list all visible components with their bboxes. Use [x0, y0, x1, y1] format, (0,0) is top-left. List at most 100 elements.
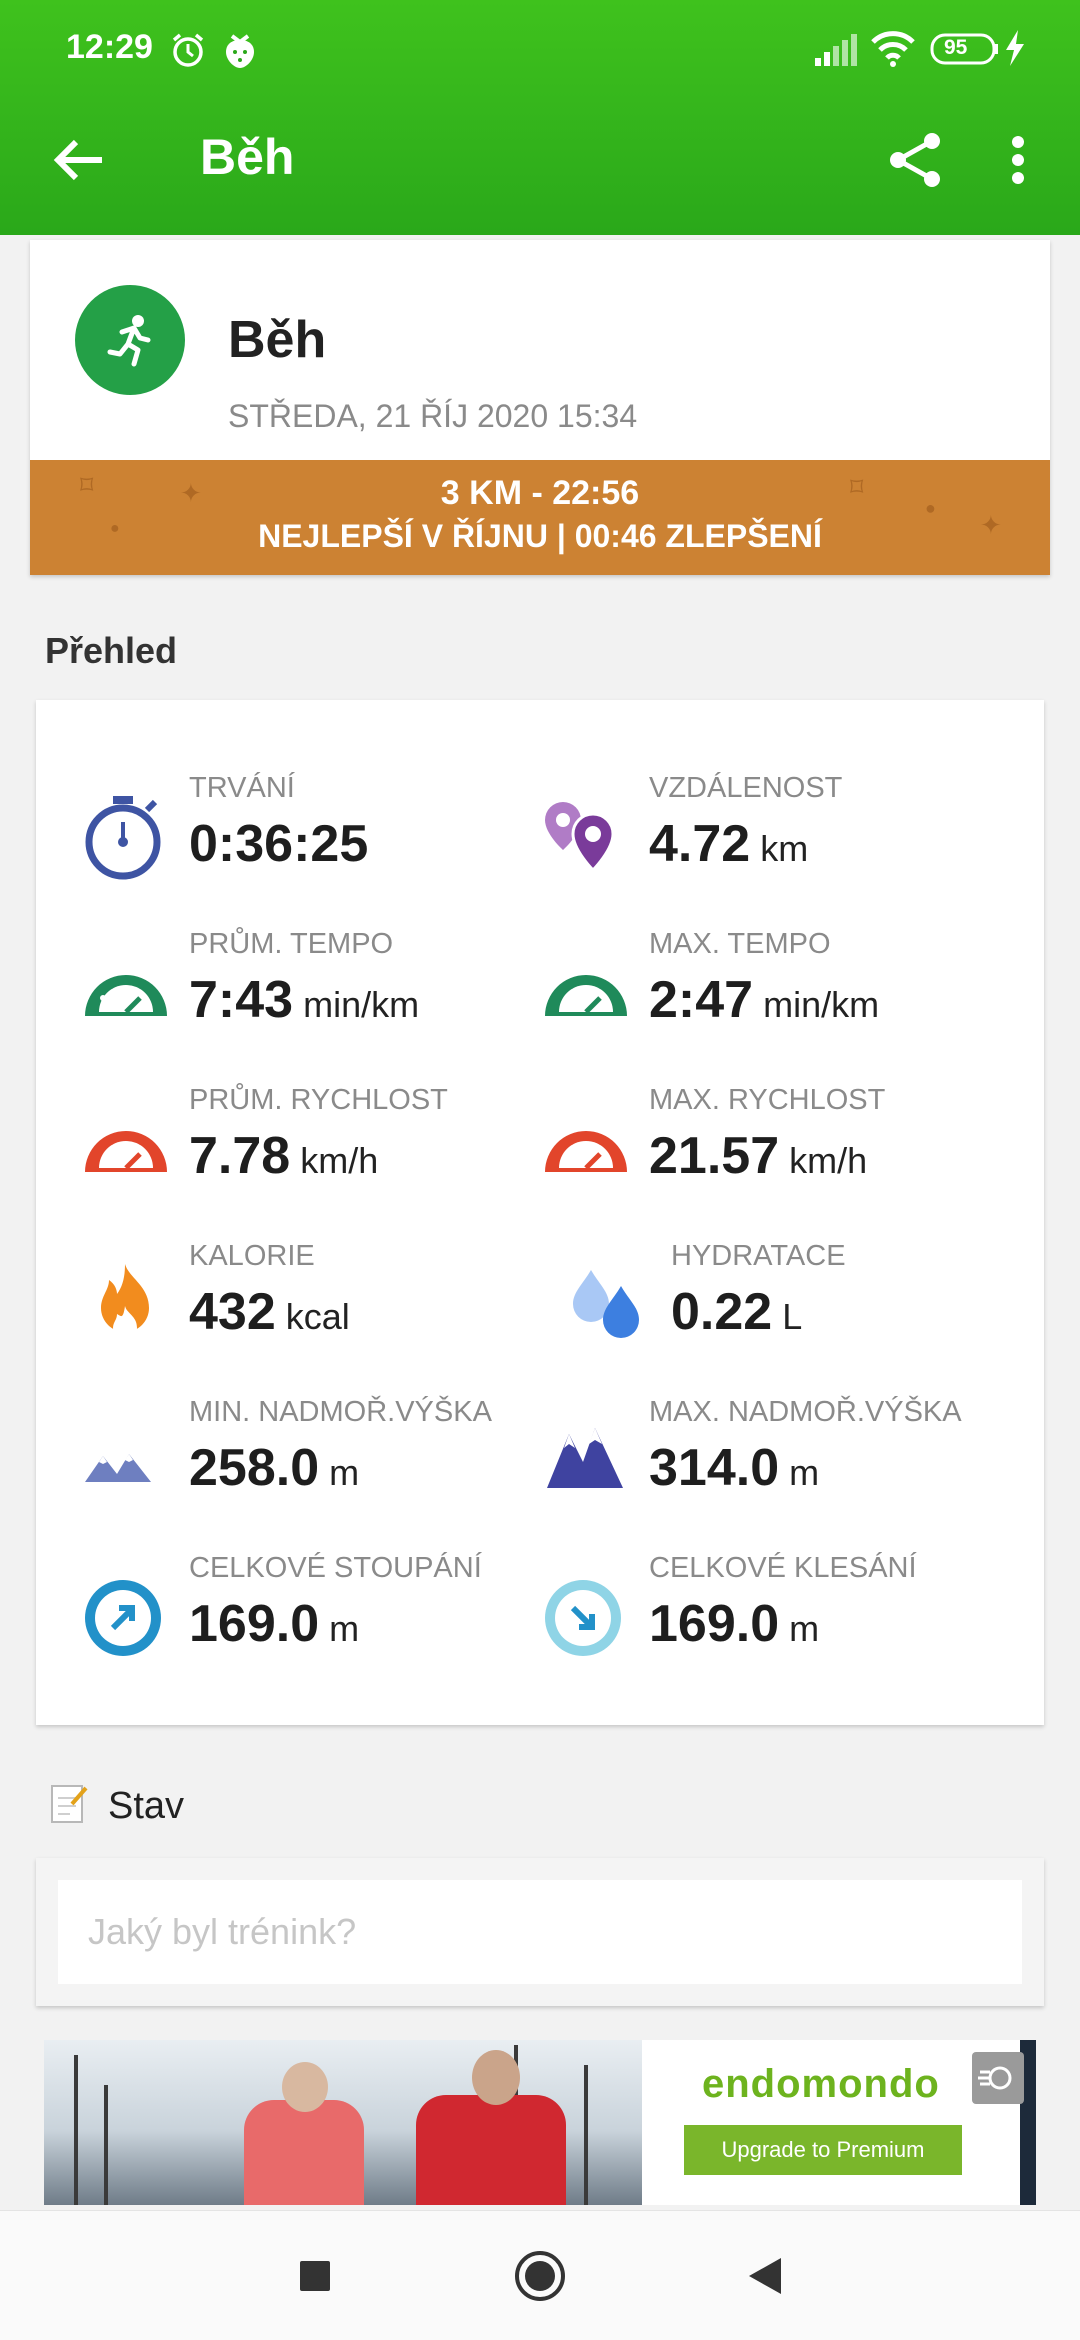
stat-unit: min/km — [303, 984, 420, 1025]
training-note-input[interactable] — [58, 1880, 1022, 1984]
battery-level: 95 — [944, 36, 968, 59]
stat-min-altitude: MIN. NADMOŘ.VÝŠKA 258.0 m — [81, 1396, 551, 1546]
stat-distance: VZDÁLENOST 4.72 km — [541, 772, 1011, 922]
overview-heading: Přehled — [45, 630, 178, 671]
upgrade-premium-button[interactable]: Upgrade to Premium — [684, 2125, 962, 2175]
stat-label: TRVÁNÍ — [189, 772, 295, 804]
stat-label: PRŮM. RYCHLOST — [189, 1084, 448, 1116]
endomondo-logo: endomondo — [702, 2062, 940, 2106]
workout-summary-card: Běh STŘEDA, 21 ŘÍJ 2020 15:34 ⌑ ✦ ● ⌑ ● … — [30, 240, 1050, 575]
location-pins-icon — [541, 792, 631, 882]
charging-icon — [1004, 30, 1026, 71]
green-gauge-icon — [541, 948, 631, 1038]
app-bar: 12:29 95 Běh — [0, 0, 1080, 235]
stat-label: VZDÁLENOST — [649, 772, 843, 804]
high-mountain-icon — [541, 1416, 631, 1506]
stat-value: 4.72 — [649, 815, 751, 873]
sparkle-icon: ✦ — [980, 510, 1002, 540]
workout-title: Běh — [228, 311, 327, 369]
battery-icon: 95 — [930, 32, 1000, 71]
status-bar: 12:29 95 — [0, 0, 1080, 100]
status-heading: Stav — [108, 1785, 185, 1827]
flame-icon — [81, 1260, 171, 1350]
ad-close-button[interactable] — [972, 2052, 1024, 2104]
green-gauge-icon — [81, 948, 171, 1038]
stopwatch-icon — [81, 792, 171, 882]
page-title: Běh — [200, 129, 295, 185]
stat-unit: m — [329, 1608, 360, 1649]
stat-label: MIN. NADMOŘ.VÝŠKA — [189, 1396, 492, 1428]
wifi-icon — [870, 30, 916, 73]
strawberry-icon — [222, 30, 258, 75]
red-gauge-icon — [81, 1104, 171, 1194]
square-icon — [300, 2261, 330, 2291]
alarm-icon — [168, 30, 208, 75]
stat-max-altitude: MAX. NADMOŘ.VÝŠKA 314.0 m — [541, 1396, 1011, 1546]
back-button[interactable] — [38, 120, 118, 200]
stat-duration: TRVÁNÍ 0:36:25 — [81, 772, 551, 922]
back-nav-button[interactable] — [730, 2241, 800, 2311]
stat-value: 0.22 — [671, 1283, 773, 1341]
stat-label: HYDRATACE — [671, 1240, 846, 1272]
share-button[interactable] — [875, 120, 955, 200]
stat-unit: km/h — [789, 1140, 868, 1181]
running-icon — [75, 285, 185, 395]
personal-best-banner[interactable]: ⌑ ✦ ● ⌑ ● ✦ 3 KM - 22:56 NEJLEPŠÍ V ŘÍJN… — [30, 460, 1050, 575]
stat-avg-speed: PRŮM. RYCHLOST 7.78 km/h — [81, 1084, 551, 1234]
signal-icon — [815, 34, 857, 71]
stat-hydration: HYDRATACE 0.22 L — [563, 1240, 1033, 1390]
ad-photo — [44, 2040, 642, 2205]
stat-unit: km/h — [300, 1140, 379, 1181]
stat-value: 314.0 — [649, 1439, 780, 1497]
ad-banner[interactable]: endomondo Upgrade to Premium — [44, 2040, 1036, 2205]
more-vert-icon — [1012, 136, 1024, 184]
stat-value: 169.0 — [649, 1595, 780, 1653]
stat-label: MAX. TEMPO — [649, 928, 831, 960]
stat-calories: KALORIE 432 kcal — [81, 1240, 551, 1390]
stat-value: 258.0 — [189, 1439, 320, 1497]
banner-record: 3 KM - 22:56 — [440, 474, 640, 512]
stat-value: 169.0 — [189, 1595, 320, 1653]
overview-stats-card: TRVÁNÍ 0:36:25 VZDÁLENOST 4.72 km PRŮM. T… — [36, 700, 1044, 1725]
stat-total-descent: CELKOVÉ KLESÁNÍ 169.0 m — [541, 1552, 1011, 1702]
system-nav-bar — [0, 2210, 1080, 2340]
low-mountain-icon — [81, 1416, 171, 1506]
ad-content: endomondo Upgrade to Premium — [642, 2040, 1020, 2205]
triangle-back-icon — [749, 2258, 781, 2294]
stat-label: CELKOVÉ STOUPÁNÍ — [189, 1552, 482, 1584]
stat-unit: m — [789, 1452, 820, 1493]
stat-label: MAX. RYCHLOST — [649, 1084, 886, 1116]
home-button[interactable] — [505, 2241, 575, 2311]
stat-unit: min/km — [763, 984, 880, 1025]
sparkle-icon: ⌑ — [80, 470, 94, 500]
stat-value: 21.57 — [649, 1127, 780, 1185]
more-options-button[interactable] — [978, 120, 1058, 200]
status-time: 12:29 — [66, 28, 153, 66]
descent-arrow-icon — [541, 1572, 631, 1662]
stat-avg-pace: PRŮM. TEMPO 7:43 min/km — [81, 928, 551, 1078]
stat-unit: km — [760, 828, 809, 869]
sparkle-icon: ● — [110, 520, 120, 537]
sparkle-icon: ✦ — [180, 478, 202, 508]
stat-label: CELKOVÉ KLESÁNÍ — [649, 1552, 917, 1584]
stat-unit: L — [782, 1296, 803, 1337]
stat-label: KALORIE — [189, 1240, 315, 1272]
circle-icon — [515, 2251, 565, 2301]
stat-label: PRŮM. TEMPO — [189, 928, 394, 960]
stat-value: 2:47 — [649, 971, 754, 1029]
status-card — [36, 1858, 1044, 2006]
stat-max-speed: MAX. RYCHLOST 21.57 km/h — [541, 1084, 1011, 1234]
recents-button[interactable] — [280, 2241, 350, 2311]
stat-unit: kcal — [285, 1296, 350, 1337]
ascent-arrow-icon — [81, 1572, 171, 1662]
sparkle-icon: ⌑ — [850, 472, 864, 502]
stat-value: 432 — [189, 1283, 276, 1341]
workout-date: STŘEDA, 21 ŘÍJ 2020 15:34 — [228, 398, 638, 434]
share-icon — [890, 133, 940, 187]
stat-max-pace: MAX. TEMPO 2:47 min/km — [541, 928, 1011, 1078]
red-gauge-icon — [541, 1104, 631, 1194]
stat-unit: m — [789, 1608, 820, 1649]
notepad-icon — [50, 1782, 88, 1824]
stat-value: 7:43 — [189, 971, 294, 1029]
ad-choices-icon — [978, 2066, 1012, 2090]
